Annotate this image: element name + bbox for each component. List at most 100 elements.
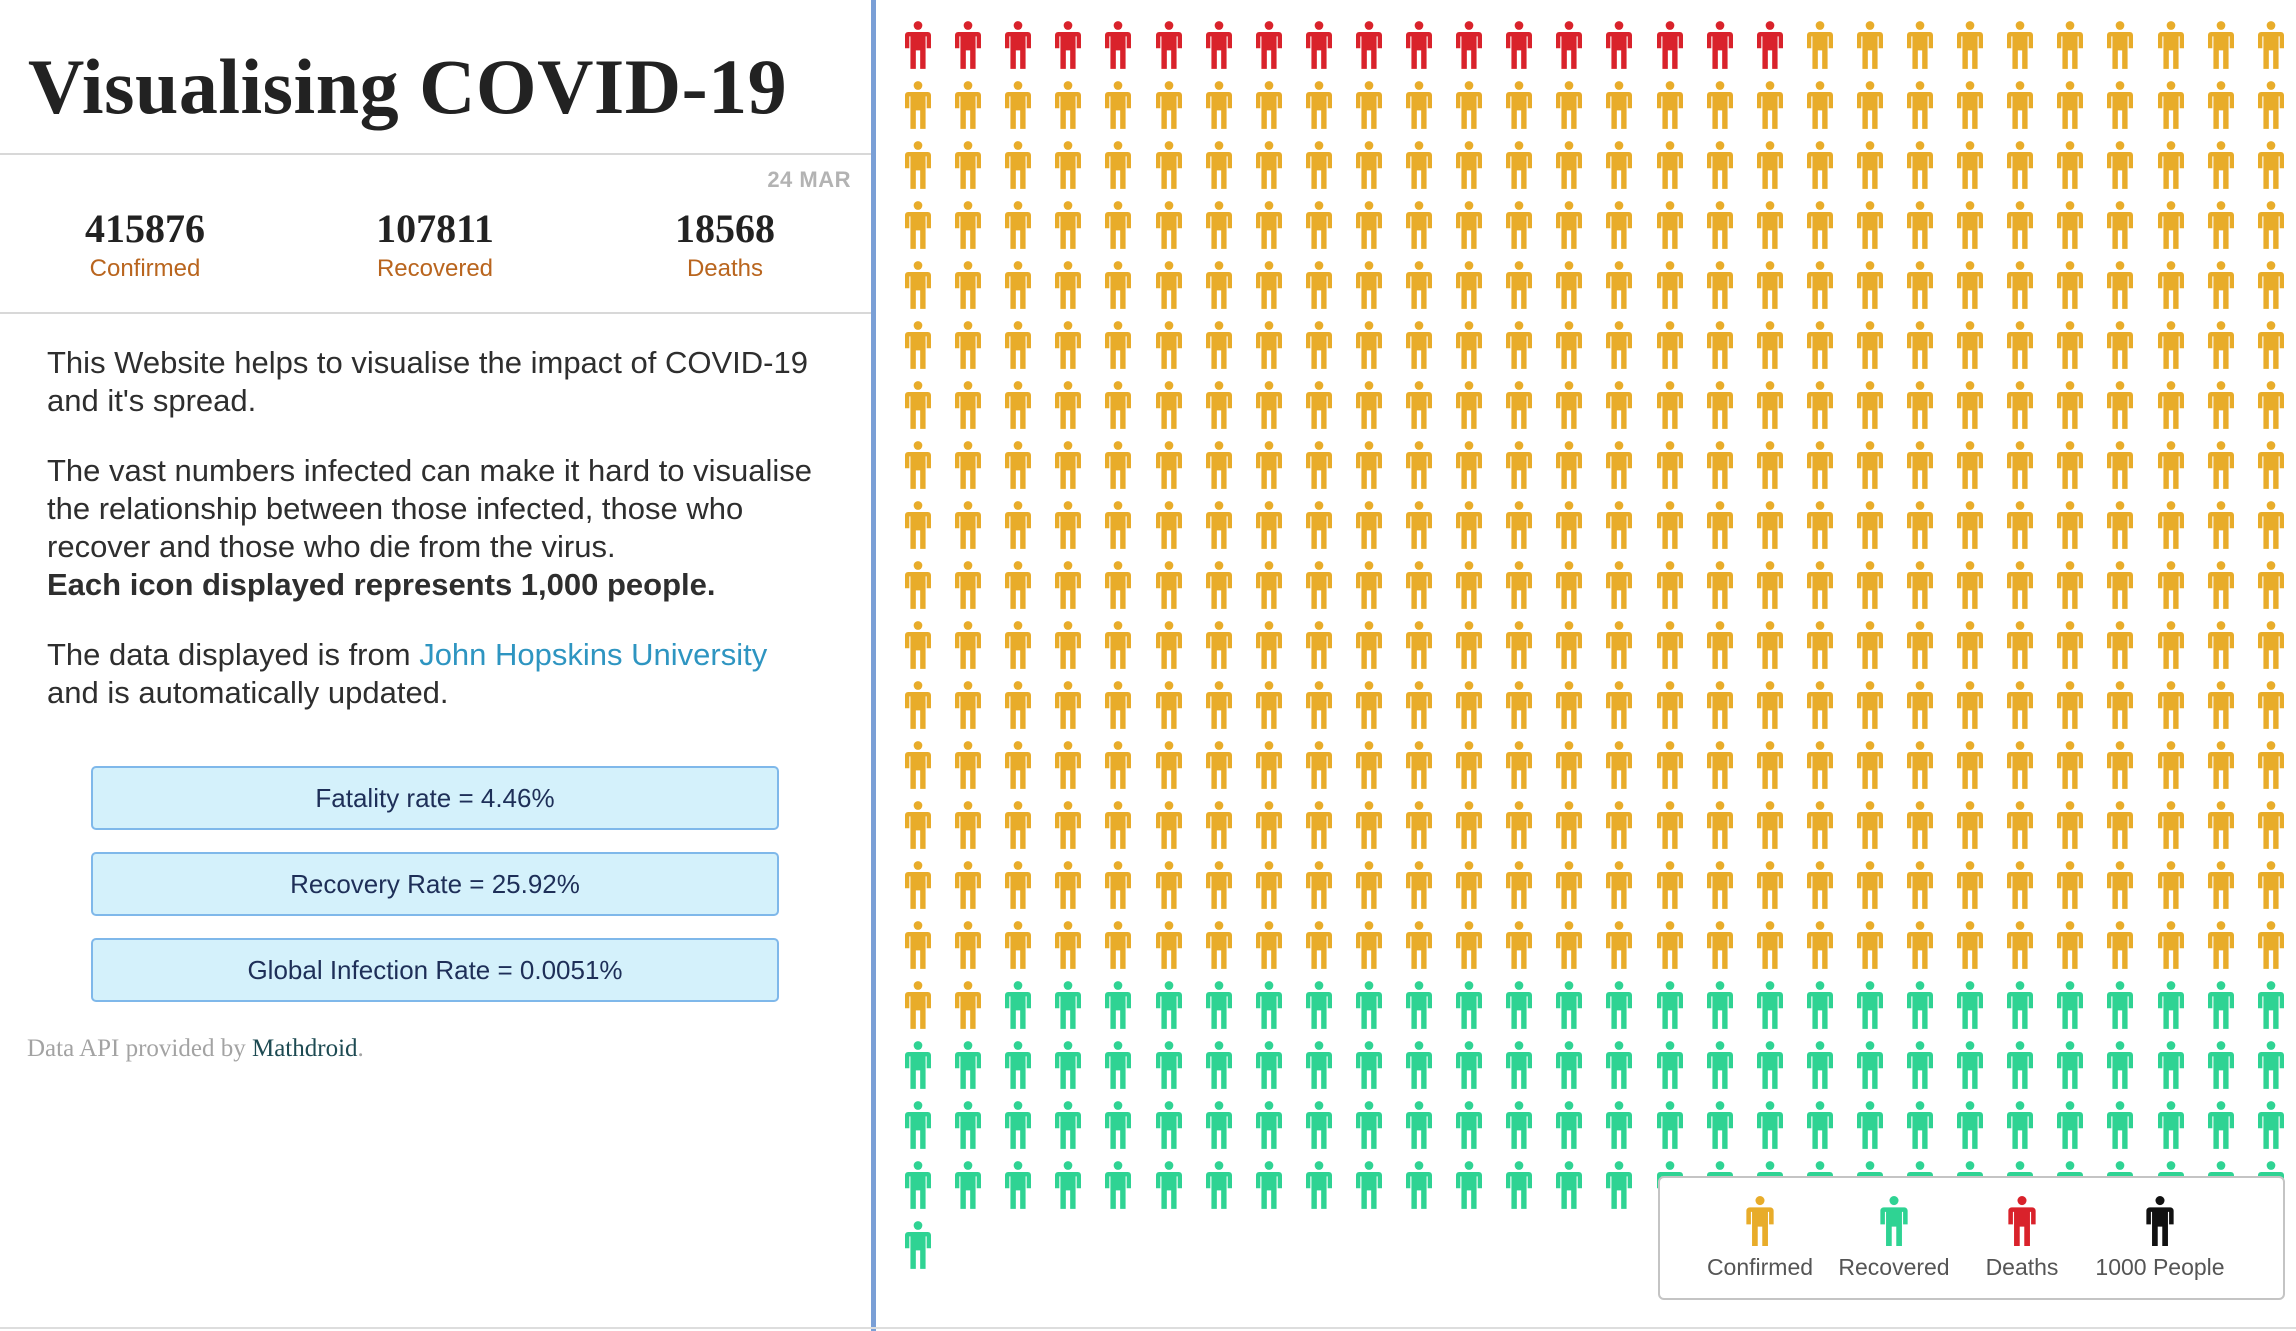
person-icon-confirmed <box>2257 321 2284 369</box>
person-icon-confirmed <box>1355 261 1382 309</box>
person-icon-confirmed <box>1907 921 1933 969</box>
person-icon-recovered <box>1706 1041 1733 1089</box>
person-icon-confirmed <box>1957 501 1984 549</box>
jhu-link[interactable]: John Hopskins University <box>419 637 768 672</box>
person-icon-confirmed <box>2257 381 2284 429</box>
person-icon-confirmed <box>1556 381 1583 429</box>
person-icon-recovered <box>1506 981 1533 1029</box>
person-icon-confirmed <box>1556 861 1583 909</box>
person-icon-confirmed <box>1907 801 1933 849</box>
person-icon-confirmed <box>905 441 931 489</box>
person-icon-confirmed <box>1656 381 1683 429</box>
person-icon-confirmed <box>1756 381 1783 429</box>
person-icon-confirmed <box>1856 201 1883 249</box>
person-icon-confirmed <box>2257 921 2284 969</box>
person-icon-confirmed <box>1556 201 1583 249</box>
person-icon-recovered <box>2007 981 2034 1029</box>
person-icon-confirmed <box>1205 501 1232 549</box>
person-icon-confirmed <box>1155 141 1182 189</box>
person-icon-confirmed <box>1305 201 1332 249</box>
person-icon-confirmed <box>1656 861 1683 909</box>
person-icon-confirmed <box>2107 261 2134 309</box>
person-icon-confirmed <box>1355 681 1382 729</box>
person-icon-confirmed <box>2207 621 2234 669</box>
person-icon-confirmed <box>2207 921 2234 969</box>
person-icon-confirmed <box>1205 921 1232 969</box>
person-icon-confirmed <box>1105 441 1132 489</box>
person-icon-confirmed <box>905 741 931 789</box>
person-icon-recovered <box>1355 1101 1382 1149</box>
person-icon-confirmed <box>1305 261 1332 309</box>
person-icon-confirmed <box>1105 681 1132 729</box>
person-icon-recovered <box>905 1221 931 1269</box>
person-icon-recovered <box>1305 1161 1332 1209</box>
person-icon-confirmed <box>1105 621 1132 669</box>
person-icon-confirmed <box>1806 561 1833 609</box>
person-icon-confirmed <box>1506 561 1533 609</box>
person-icon-confirmed <box>1105 861 1132 909</box>
person-icon-recovered <box>1155 1161 1182 1209</box>
person-icon-confirmed <box>1656 141 1683 189</box>
person-icon-recovered <box>1005 1161 1032 1209</box>
person-icon-confirmed <box>1105 261 1132 309</box>
person-icon-confirmed <box>1706 81 1733 129</box>
person-icon-recovered <box>1556 981 1583 1029</box>
divider-line <box>0 312 871 314</box>
person-icon-confirmed <box>2107 201 2134 249</box>
person-icon-recovered <box>2157 1041 2184 1089</box>
person-icon-recovered <box>2057 1041 2084 1089</box>
person-icon-confirmed <box>1456 501 1483 549</box>
person-icon-confirmed <box>2157 321 2184 369</box>
person-icon-deaths <box>1656 21 1683 69</box>
person-icon-confirmed <box>1406 261 1432 309</box>
person-icon-confirmed <box>1055 261 1082 309</box>
person-icon-confirmed <box>1957 561 1984 609</box>
mathdroid-link[interactable]: Mathdroid <box>251 1035 358 1062</box>
person-icon-recovered <box>1305 981 1332 1029</box>
person-icon-confirmed <box>905 501 931 549</box>
person-icon-deaths <box>1706 21 1733 69</box>
person-icon-confirmed <box>1907 501 1933 549</box>
person-icon-deaths <box>1406 21 1432 69</box>
person-icon-confirmed <box>905 981 931 1029</box>
person-icon-confirmed <box>2207 261 2234 309</box>
person-icon-confirmed <box>1155 321 1182 369</box>
person-icon-deaths <box>1055 21 1082 69</box>
person-icon-recovered <box>955 1041 982 1089</box>
description-paragraph: This Website helps to visualise the impa… <box>47 345 808 418</box>
person-icon-confirmed <box>1656 321 1683 369</box>
person-icon-confirmed <box>1606 441 1633 489</box>
person-icon-deaths <box>1155 21 1182 69</box>
person-icon-recovered <box>1506 1101 1533 1149</box>
person-icon-confirmed <box>1305 321 1332 369</box>
person-icon-confirmed <box>2257 561 2284 609</box>
person-icon-confirmed <box>1005 81 1032 129</box>
person-icon-confirmed <box>1556 681 1583 729</box>
person-icon-confirmed <box>905 141 931 189</box>
person-icon-confirmed <box>1305 801 1332 849</box>
person-icon-confirmed <box>1556 81 1583 129</box>
panel-divider <box>871 0 876 1331</box>
person-icon-confirmed <box>1456 81 1483 129</box>
person-icon-confirmed <box>1155 381 1182 429</box>
person-icon-confirmed <box>1355 381 1382 429</box>
person-icon-confirmed <box>1105 381 1132 429</box>
person-icon-confirmed <box>1856 141 1883 189</box>
person-icon-recovered <box>1255 981 1282 1029</box>
person-icon-confirmed <box>2207 501 2234 549</box>
person-icon-recovered <box>1406 1161 1432 1209</box>
person-icon-confirmed <box>1556 801 1583 849</box>
person-icon-recovered <box>1957 1101 1984 1149</box>
recovery-rate-box: Recovery Rate = 25.92% <box>91 852 779 916</box>
person-icon-confirmed <box>2157 441 2184 489</box>
person-icon-recovered <box>1355 1041 1382 1089</box>
legend-item-confirmed: Confirmed <box>1690 1178 1830 1298</box>
person-icon-confirmed <box>1155 861 1182 909</box>
person-icon-confirmed <box>905 561 931 609</box>
person-icon-confirmed <box>2157 381 2184 429</box>
api-credit: Data API provided by Mathdroid. <box>27 1035 364 1063</box>
person-icon-confirmed <box>1205 741 1232 789</box>
person-icon-confirmed <box>1205 261 1232 309</box>
person-icon-confirmed <box>1305 921 1332 969</box>
person-icon-confirmed <box>1656 741 1683 789</box>
